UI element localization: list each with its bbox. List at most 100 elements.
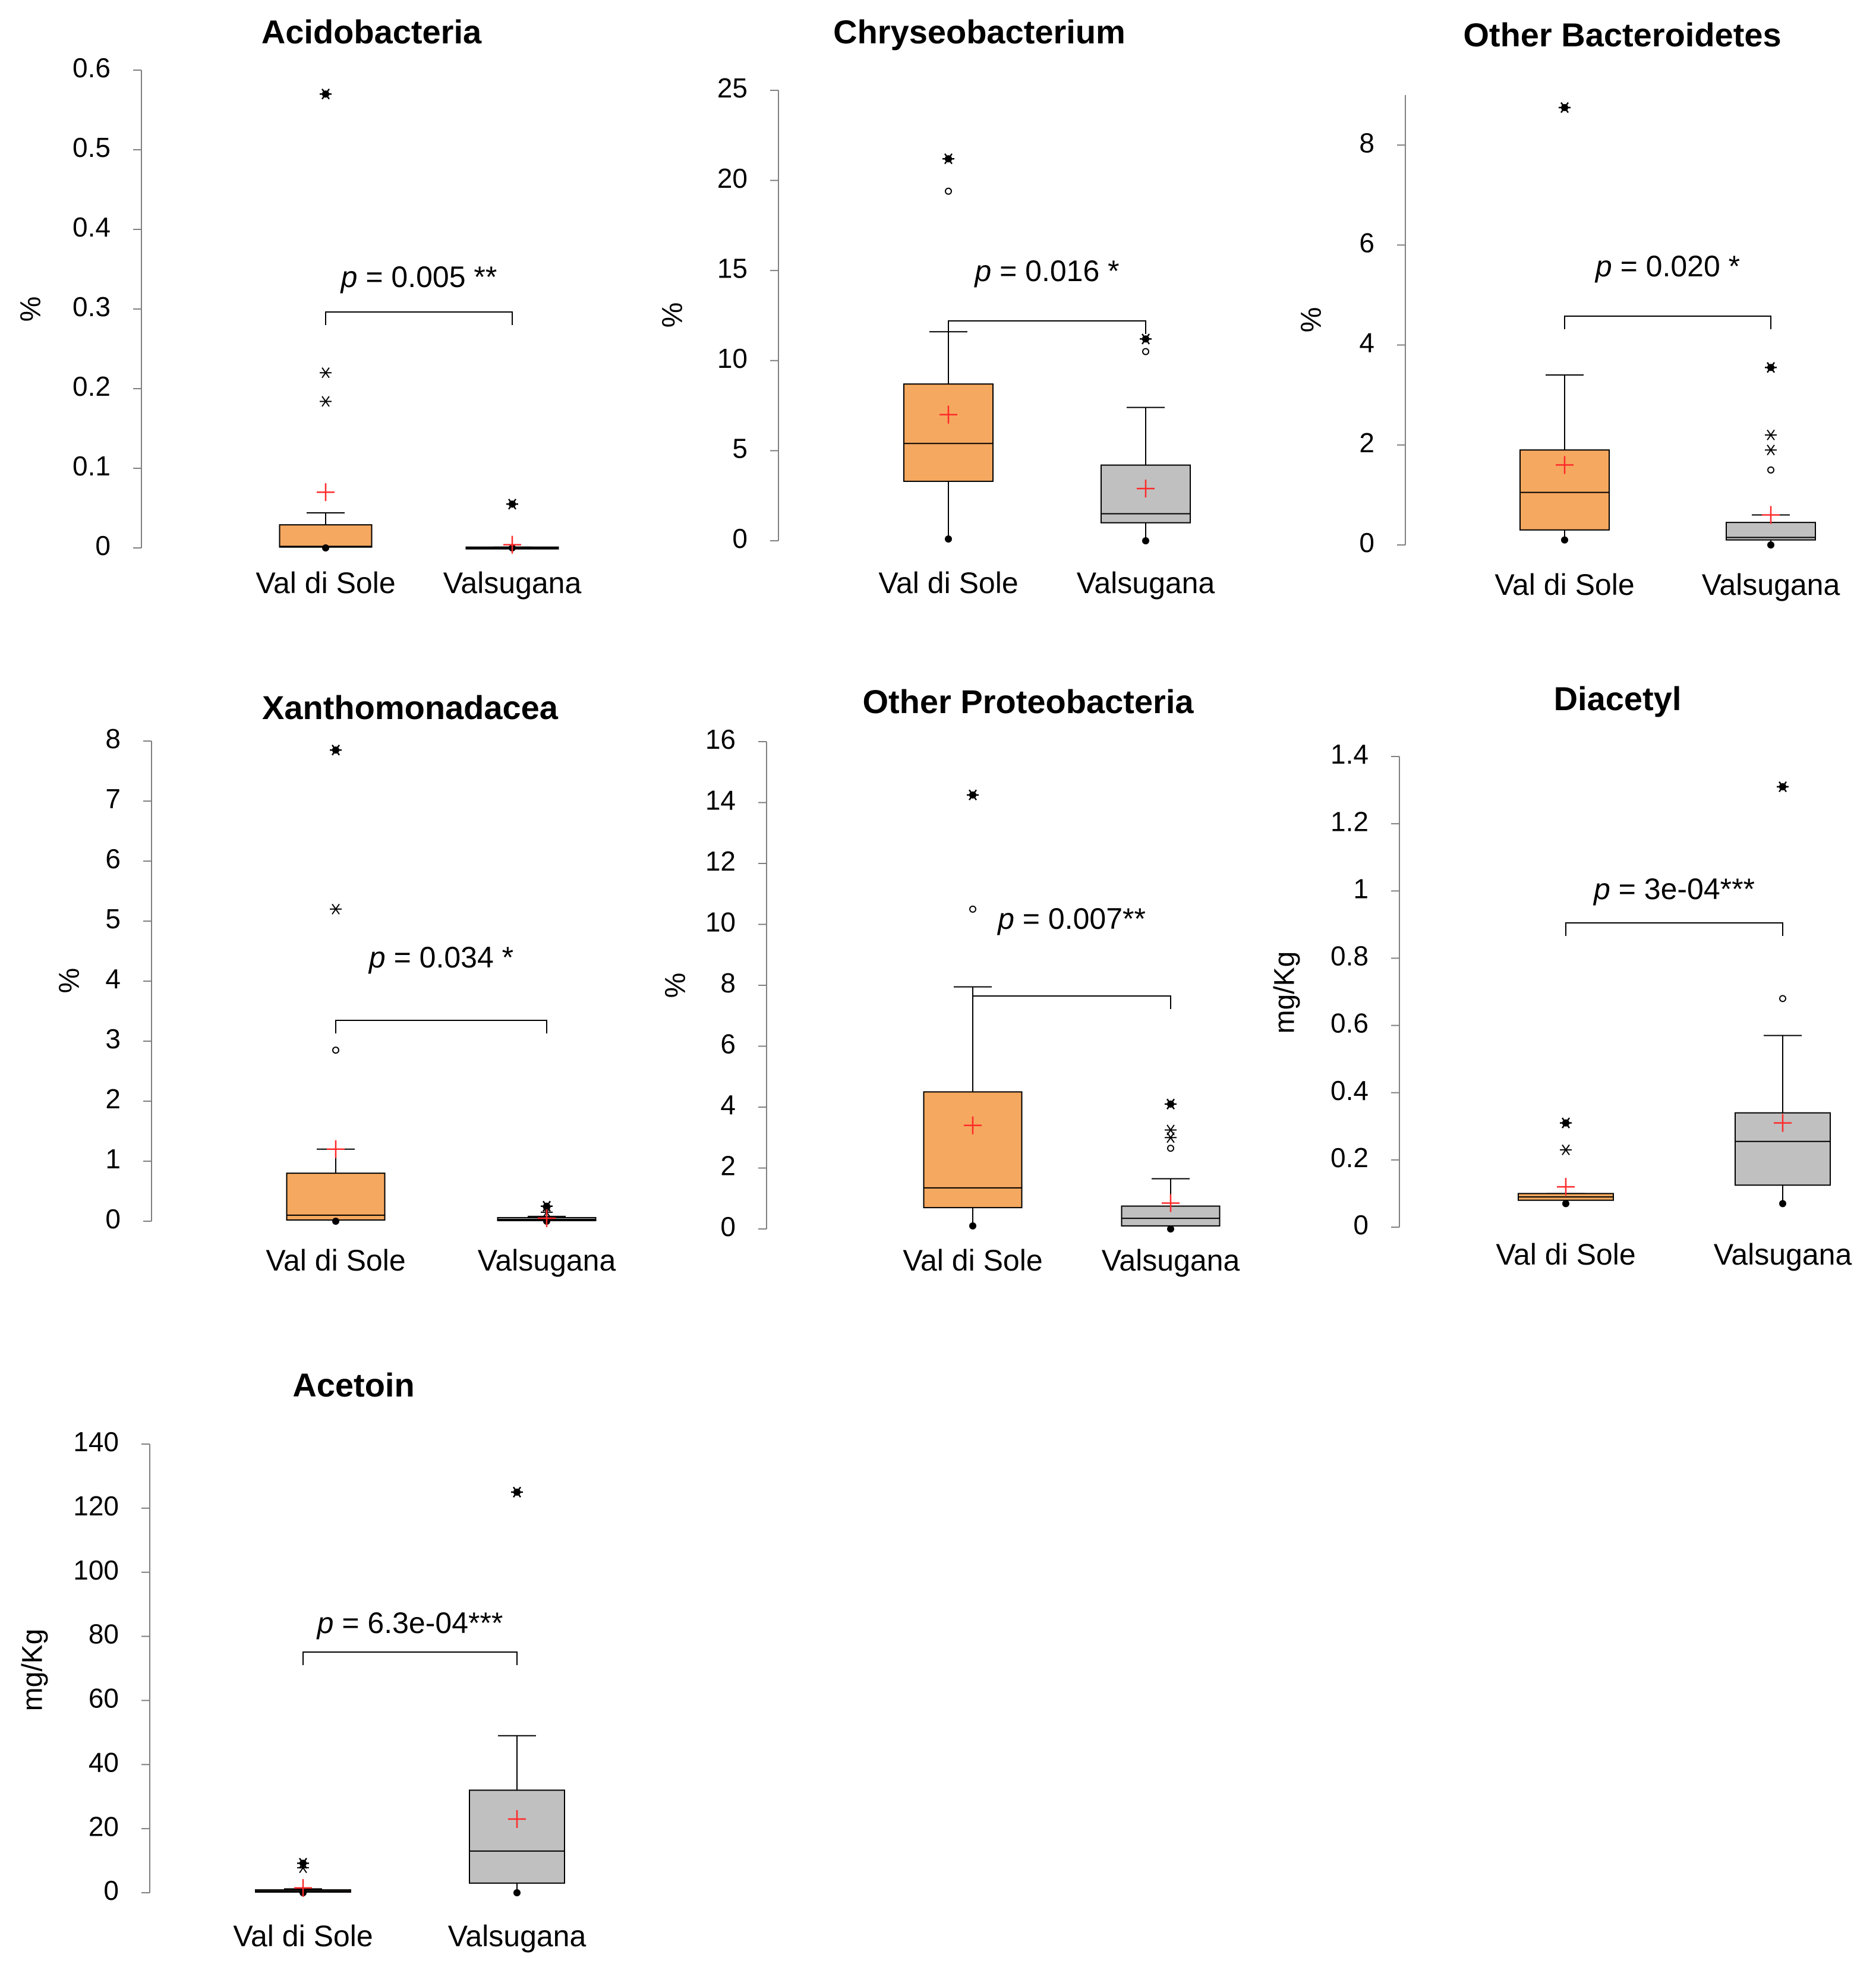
y-tick-label: 2 (720, 1151, 736, 1181)
y-tick-label: 8 (105, 723, 121, 754)
min-point (1142, 537, 1149, 544)
max-point (1765, 362, 1777, 373)
max-point (320, 88, 332, 100)
y-tick-label: 0.8 (1330, 941, 1369, 972)
y-tick-label: 0 (720, 1211, 736, 1242)
x-category-label: Val di Sole (233, 1919, 373, 1953)
outlier-point (969, 905, 976, 913)
y-tick-label: 0 (95, 530, 111, 561)
p-value-label: p = 0.016 * (973, 254, 1119, 288)
y-tick-label: 0.6 (1330, 1008, 1369, 1039)
mean-marker (317, 483, 335, 502)
y-tick-label: 3 (105, 1023, 121, 1054)
mean-marker (503, 535, 521, 554)
p-value-label: p = 0.005 ** (340, 260, 497, 294)
outlier-point (945, 187, 952, 195)
y-tick-label: 0.4 (72, 212, 111, 242)
max-point (1777, 781, 1789, 793)
mean-marker (1162, 1194, 1180, 1212)
y-tick-label: 4 (1359, 327, 1374, 358)
panel-xanthomonadacea: Xanthomonadacea 0 1 2 3 4 5 6 7 8% Val di Sole Vals… (54, 689, 616, 1277)
y-tick-label: 0.5 (72, 132, 111, 163)
mean-marker (1762, 506, 1780, 524)
x-category-label: Val di Sole (266, 1244, 405, 1277)
y-axis-label: % (657, 302, 689, 328)
mean-marker (327, 1140, 345, 1158)
y-tick-label: 0.6 (72, 52, 111, 83)
y-tick-label: 0.3 (72, 291, 111, 322)
x-category-label: Valsugana (448, 1919, 587, 1953)
interquartile-box (923, 1091, 1023, 1209)
x-category-label: Val di Sole (903, 1244, 1042, 1277)
panel-acetoin: Acetoin 0 20 40 60 80 100 120 140 mg/Kg Val di Sol… (17, 1366, 587, 1953)
outlier-point (297, 1862, 309, 1874)
outlier-point (332, 1047, 339, 1054)
panel-other-bacteroidetes: Other Bacteroidetes 0 2 4 6 8% Val di Sole Vals… (1296, 16, 1840, 601)
panel-diacetyl: Diacetyl 0 0.2 0.4 0.6 0.8 1 1.2 1.4 mg/Kg Val di … (1269, 680, 1852, 1271)
mean-marker (964, 1116, 982, 1134)
y-tick-label: 6 (1359, 227, 1374, 258)
box-valsugana (1735, 781, 1831, 1208)
significance-bracket (1565, 922, 1783, 936)
outlier-point (320, 367, 332, 379)
y-axis-label: mg/Kg (1269, 951, 1301, 1034)
y-tick-label: 8 (1359, 127, 1374, 158)
interquartile-box (903, 383, 994, 482)
y-axis-label: % (54, 968, 86, 994)
significance-bracket (335, 1020, 547, 1033)
p-value-label: p = 0.020 * (1594, 250, 1740, 283)
panel-title: Other Bacteroidetes (1463, 16, 1781, 53)
max-point (942, 153, 954, 165)
box-valsugana (1726, 362, 1816, 549)
y-tick-label: 5 (732, 433, 748, 464)
panel-title: Xanthomonadacea (262, 689, 559, 726)
panel-acidobacteria: Acidobacteria 0 0.1 0.2 0.3 0.4 0.5 0.6% Val di … (15, 13, 582, 600)
p-value-label: p = 6.3e-04*** (316, 1606, 503, 1640)
y-tick-label: 6 (105, 843, 121, 874)
max-point (1559, 102, 1571, 114)
outlier-point (1165, 1132, 1177, 1143)
x-category-label: Valsugana (443, 566, 582, 600)
min-point (1561, 536, 1568, 544)
outlier-point (1765, 445, 1777, 456)
panel-title: Diacetyl (1554, 680, 1682, 717)
panel-title: Acidobacteria (261, 13, 482, 51)
panel-other-proteobacteria: Other Proteobacteria 0 2 4 6 8 10 12 14 16% Val di… (660, 683, 1240, 1277)
panel-title: Other Proteobacteria (862, 683, 1194, 720)
y-tick-label: 100 (73, 1555, 119, 1586)
outlier-point (1765, 429, 1777, 441)
panel-chryseobacterium: Chryseobacterium 0 5 10 15 20 25% Val di Sole Va… (657, 13, 1215, 600)
y-tick-label: 7 (105, 783, 121, 814)
y-tick-label: 1.2 (1330, 806, 1369, 837)
y-tick-label: 0 (1359, 527, 1374, 558)
y-tick-label: 10 (717, 343, 748, 374)
panel-title: Acetoin (292, 1366, 414, 1404)
y-tick-label: 20 (89, 1811, 119, 1842)
max-point (1165, 1098, 1177, 1110)
y-tick-label: 2 (105, 1083, 121, 1114)
y-tick-label: 16 (705, 724, 736, 755)
box-val-di-sole (903, 153, 994, 543)
y-tick-label: 0 (103, 1875, 119, 1906)
mean-marker (939, 405, 957, 424)
mean-marker (1557, 1178, 1575, 1196)
x-category-label: Val di Sole (256, 566, 395, 600)
y-tick-label: 6 (720, 1029, 736, 1060)
y-tick-label: 0.2 (1330, 1142, 1369, 1173)
y-tick-label: 10 (705, 907, 736, 938)
x-category-label: Val di Sole (1495, 568, 1634, 601)
y-tick-label: 2 (1359, 427, 1374, 458)
y-tick-label: 120 (73, 1490, 119, 1521)
outlier-point (1165, 1124, 1177, 1136)
y-tick-label: 0.2 (72, 371, 111, 402)
box-val-di-sole (923, 789, 1023, 1230)
y-tick-label: 4 (720, 1089, 736, 1120)
interquartile-box (469, 1789, 565, 1884)
mean-marker (508, 1810, 526, 1828)
significance-bracket (302, 1651, 518, 1665)
max-point (1560, 1117, 1572, 1129)
mean-marker (538, 1209, 556, 1227)
outlier-point (320, 396, 332, 407)
outlier-point (1560, 1144, 1572, 1155)
